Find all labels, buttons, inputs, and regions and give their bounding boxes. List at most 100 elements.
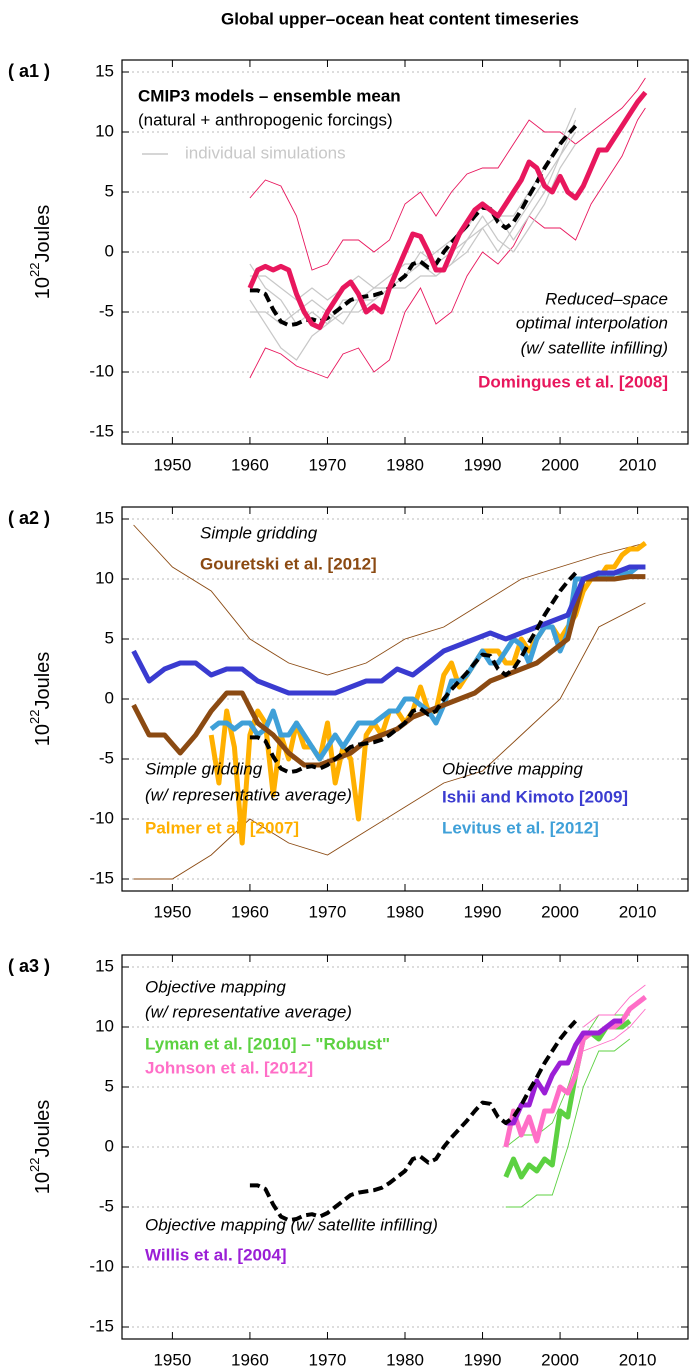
uncertainty-line	[249, 77, 646, 271]
y-tick-label: 15	[95, 61, 114, 80]
x-tick-label: 1980	[386, 455, 424, 474]
series-line	[247, 90, 648, 331]
y-tick-label: 10	[95, 568, 114, 587]
plot-frame	[121, 59, 689, 445]
x-tick-label: 2000	[541, 902, 579, 921]
uncertainty-line	[505, 1038, 631, 1208]
legend-label: Lyman et al. [2010] – "Robust"	[145, 1034, 390, 1053]
x-tick-label: 1970	[309, 455, 347, 474]
series-line	[249, 143, 577, 361]
y-tick-label: 10	[95, 121, 114, 140]
series-line	[505, 1018, 623, 1126]
plot-frame	[121, 506, 689, 892]
y-tick-label: 15	[95, 956, 114, 975]
series-line	[131, 574, 646, 768]
panel: -15 -10 -5 0 5 10 15 1950 1960 1970 1980 1990 2000 20…	[8, 954, 689, 1369]
x-tick-label: 1990	[464, 455, 502, 474]
x-tick-label: 1950	[153, 1350, 191, 1369]
annotation: Simple gridding	[145, 759, 263, 778]
x-tick-label: 1970	[309, 1350, 347, 1369]
series-line	[503, 995, 647, 1148]
annotation: (w/ representative average)	[145, 785, 352, 804]
annotation: Objective mapping (w/ satellite infillin…	[145, 1215, 438, 1234]
x-tick-label: 1980	[386, 902, 424, 921]
y-axis-label: 1022Joules	[27, 652, 54, 747]
legend-label: Levitus et al. [2012]	[442, 818, 599, 837]
y-label-base: 10	[32, 724, 54, 746]
legend-label: Palmer et al. [2007]	[145, 818, 299, 837]
y-tick-label: -15	[89, 421, 114, 440]
x-tick-label: 1990	[464, 902, 502, 921]
y-label-unit: Joules	[32, 1100, 54, 1158]
series-line	[249, 1019, 578, 1223]
legend-label: Willis et al. [2004]	[145, 1245, 287, 1264]
panel-label: ( a2 )	[8, 508, 50, 528]
y-tick-label: 5	[105, 628, 114, 647]
panel-label: ( a1 )	[8, 61, 50, 81]
y-tick-label: -5	[99, 748, 114, 767]
legend-label: Gouretski et al. [2012]	[200, 554, 377, 573]
x-tick-label: 1960	[231, 902, 269, 921]
legend-label: Johnson et al. [2012]	[145, 1058, 313, 1077]
y-label-base: 10	[32, 1172, 54, 1194]
legend-label: CMIP3 models – ensemble mean	[138, 86, 401, 105]
y-label-unit: Joules	[32, 205, 54, 263]
annotation: (w/ representative average)	[145, 1002, 352, 1021]
y-label-unit: Joules	[32, 652, 54, 710]
uncertainty-line	[249, 107, 646, 379]
uncertainty-line	[133, 524, 646, 676]
y-tick-label: -5	[99, 1196, 114, 1215]
y-tick-label: 0	[105, 688, 114, 707]
y-tick-label: 5	[105, 1076, 114, 1095]
y-tick-label: -10	[89, 361, 114, 380]
series-line	[131, 564, 646, 696]
legend-label: Domingues et al. [2008]	[478, 372, 668, 391]
x-tick-label: 1960	[231, 455, 269, 474]
x-tick-label: 2000	[541, 455, 579, 474]
y-axis-label: 1022Joules	[27, 1100, 54, 1195]
series-line	[249, 571, 578, 775]
uncertainty-line	[583, 1008, 646, 1052]
x-tick-label: 1950	[153, 902, 191, 921]
legend-label: Ishii and Kimoto [2009]	[442, 787, 628, 806]
x-tick-label: 2000	[541, 1350, 579, 1369]
annotation: Reduced–space	[545, 289, 668, 308]
x-tick-label: 2010	[619, 455, 657, 474]
annotation: optimal interpolation	[516, 313, 668, 332]
annotation: Objective mapping	[145, 977, 286, 996]
y-tick-label: -5	[99, 301, 114, 320]
x-tick-label: 1950	[153, 455, 191, 474]
y-axis-label: 1022Joules	[27, 205, 54, 300]
x-tick-label: 1980	[386, 1350, 424, 1369]
x-tick-label: 2010	[619, 902, 657, 921]
y-tick-label: 0	[105, 1136, 114, 1155]
uncertainty-line	[133, 602, 646, 880]
y-tick-label: -15	[89, 868, 114, 887]
figure-title: Global upper–ocean heat content timeseri…	[221, 9, 579, 28]
y-label-exponent: 22	[27, 1158, 42, 1172]
y-label-exponent: 22	[27, 710, 42, 724]
panel: -15 -10 -5 0 5 10 15 1950 1960 1970 1980 1990 2000 20…	[8, 506, 689, 921]
y-tick-label: -15	[89, 1316, 114, 1335]
legend-label: individual simulations	[185, 143, 346, 162]
annotation: (natural + anthropogenic forcings)	[138, 110, 393, 129]
y-tick-label: -10	[89, 808, 114, 827]
x-tick-label: 1970	[309, 902, 347, 921]
plot-frame	[121, 954, 689, 1340]
x-tick-label: 2010	[619, 1350, 657, 1369]
y-tick-label: 15	[95, 508, 114, 527]
y-tick-label: -10	[89, 1256, 114, 1275]
y-label-base: 10	[32, 277, 54, 299]
y-label-exponent: 22	[27, 263, 42, 277]
annotation: Simple gridding	[200, 523, 318, 542]
y-tick-label: 10	[95, 1016, 114, 1035]
y-tick-label: 5	[105, 181, 114, 200]
panel: -15 -10 -5 0 5 10 15 1950 1960 1970 1980 1990 2000 20…	[8, 59, 689, 474]
annotation: (w/ satellite infilling)	[521, 338, 668, 357]
x-tick-label: 1960	[231, 1350, 269, 1369]
series-line	[249, 124, 578, 328]
uncertainty-line	[583, 984, 646, 1028]
panel-label: ( a3 )	[8, 956, 50, 976]
x-tick-label: 1990	[464, 1350, 502, 1369]
